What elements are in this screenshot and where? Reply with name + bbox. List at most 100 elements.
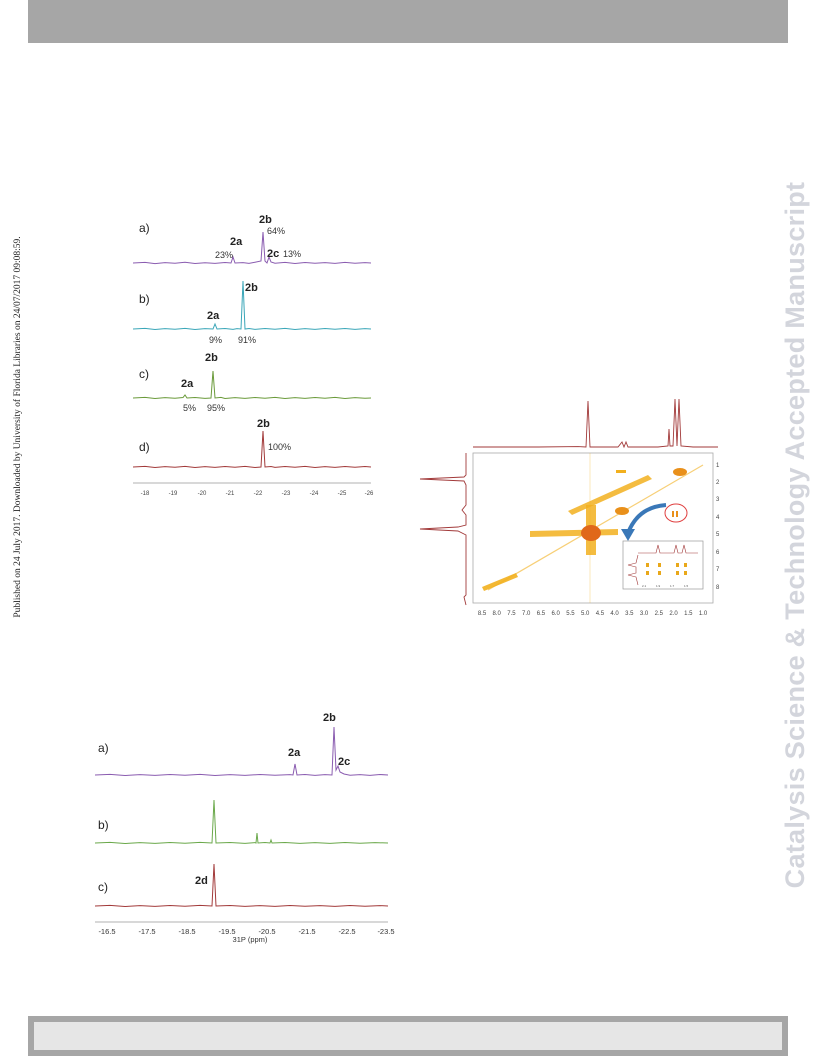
callout-arrowhead (621, 529, 635, 541)
peak-label-a-2c: 2c (338, 756, 350, 768)
peak-pct-c-2a: 5% (183, 403, 196, 413)
inset-x-tick: 2.1 (642, 584, 647, 588)
peak-pct-c-2b: 95% (207, 403, 225, 413)
x-tick: 2.0 (669, 611, 678, 617)
inset-x-tick: 1.5 (684, 584, 689, 588)
cross-peak-small (672, 511, 674, 517)
x-tick: 3.5 (625, 611, 634, 617)
y-tick: 3 (716, 497, 720, 503)
inset-peak (658, 571, 661, 575)
spectrum-trace-d (132, 430, 372, 469)
x-tick: 6.5 (537, 611, 546, 617)
x-tick: 7.0 (522, 611, 531, 617)
peak-label-a-2a: 2a (230, 236, 243, 248)
peak-pct-a-2a: 23% (215, 250, 233, 260)
peak-label-a-2c: 2c (267, 248, 279, 260)
peak-pct-b-2a: 9% (209, 335, 222, 345)
y-tick: 6 (716, 550, 720, 556)
footer-bar (28, 1016, 788, 1056)
y-tick: 1 (716, 463, 720, 469)
peak-pct-d-2b: 100% (268, 442, 291, 452)
top-projection-trace (473, 398, 718, 449)
axis-tick: -19 (169, 491, 178, 497)
x-tick: 1.0 (699, 611, 708, 617)
axis-tick: -20 (198, 491, 207, 497)
header-bar (28, 0, 788, 43)
axis-tick: -26 (365, 491, 374, 497)
x-tick: 4.0 (610, 611, 619, 617)
axis-tick: -23.5 (377, 927, 394, 936)
spectrum-trace-a (94, 726, 389, 777)
x-tick: 6.0 (551, 611, 560, 617)
publication-sidenote: Published on 24 July 2017. Downloaded by… (13, 236, 23, 618)
axis-tick: -24 (310, 491, 319, 497)
axis-tick: -21.5 (298, 927, 315, 936)
peak-label-c-2a: 2a (181, 378, 194, 390)
inset-peak (646, 563, 649, 567)
accepted-manuscript-watermark: Catalysis Science & Technology Accepted … (780, 181, 810, 889)
callout-arrow (626, 503, 667, 534)
inset-peak (676, 571, 679, 575)
x-tick: 1.5 (684, 611, 693, 617)
panel-label-c: c) (139, 367, 149, 381)
x-tick: 7.5 (507, 611, 516, 617)
spectrum-trace-c (132, 370, 372, 400)
panel-label-b: b) (139, 292, 150, 306)
axis-label: 31P (ppm) (233, 935, 268, 944)
spectrum-trace-b (94, 799, 389, 845)
x-tick: 5.0 (581, 611, 590, 617)
y-tick: 8 (716, 585, 720, 591)
x-tick: 2.5 (655, 611, 664, 617)
panel-label-b: b) (98, 818, 109, 832)
inset-top-trace (638, 544, 698, 554)
cross-peak-small (676, 511, 678, 517)
x-tick: 8.5 (478, 611, 487, 617)
spectrum-trace-b (132, 280, 372, 331)
highlight-circle (664, 503, 688, 523)
inset-peak (684, 563, 687, 567)
x-tick: 4.5 (596, 611, 605, 617)
figure-1-stacked-spectra: a) 2b 64% 2a 23% 2c 13% b) 2b 2a 9% 91% … (132, 214, 374, 497)
peak-label-c-2b: 2b (205, 352, 218, 364)
axis-tick: -17.5 (138, 927, 155, 936)
cross-peak-small (616, 470, 626, 473)
axis-tick: -20.5 (258, 927, 275, 936)
inset-peak (646, 571, 649, 575)
x-tick: 5.5 (566, 611, 575, 617)
left-projection-trace (419, 453, 467, 606)
footer-bar-inner (34, 1022, 782, 1050)
panel-label-c: c) (98, 880, 108, 894)
axis-tick: -18.5 (178, 927, 195, 936)
peak-pct-a-2c: 13% (283, 249, 301, 259)
peak-label-b-2a: 2a (207, 310, 220, 322)
inset-panel (622, 540, 704, 590)
axis-tick: -25 (338, 491, 347, 497)
axis-tick: -22 (254, 491, 263, 497)
axis-tick: -19.5 (218, 927, 235, 936)
spectrum-trace-c (94, 863, 389, 908)
peak-label-a-2b: 2b (323, 712, 336, 724)
aromatic-peak (482, 573, 518, 591)
panel-label-a: a) (98, 741, 109, 755)
peak-label-a-2a: 2a (288, 747, 301, 759)
peak-label-d-2b: 2b (257, 418, 270, 430)
inset-x-tick: 1.9 (656, 584, 661, 588)
peak-label-b-2b: 2b (245, 282, 258, 294)
axis-tick: -18 (141, 491, 150, 497)
inset-x-tick: 1.7 (670, 584, 675, 588)
axis-tick: -16.5 (98, 927, 115, 936)
axis-tick: -21 (226, 491, 235, 497)
x-tick-row: 8.5 8.0 7.5 7.0 6.5 6.0 5.5 5.0 4.5 4.0 3.5 3.0 2.5 2… (478, 611, 708, 617)
y-tick: 2 (716, 480, 720, 486)
diagonal-ridge (568, 475, 652, 515)
peak-pct-b-2b: 91% (238, 335, 256, 345)
inset-peak (658, 563, 661, 567)
axis-tick: -23 (282, 491, 291, 497)
panel-label-a: a) (139, 221, 150, 235)
peak-pct-a-2b: 64% (267, 226, 285, 236)
diagonal-peak-main (581, 525, 601, 541)
peak-label-a-2b: 2b (259, 214, 272, 226)
x-tick: 8.0 (493, 611, 502, 617)
panel-label-d: d) (139, 440, 150, 454)
diagonal-peak (615, 507, 629, 515)
